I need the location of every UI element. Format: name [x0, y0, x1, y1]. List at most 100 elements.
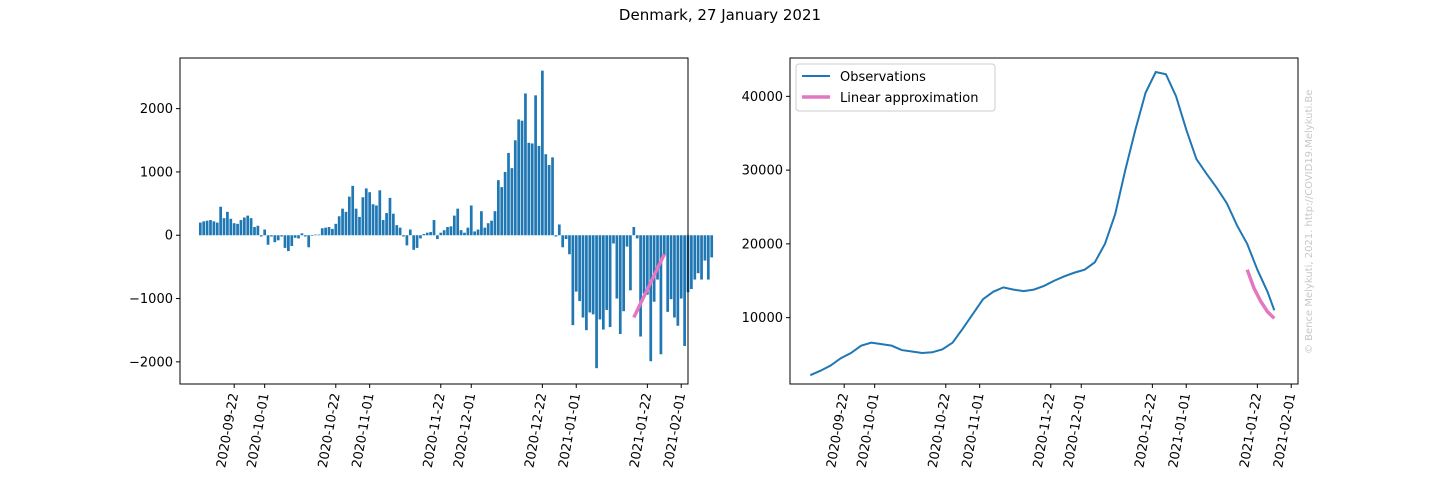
- daily-bar: [202, 221, 206, 236]
- daily-bar: [222, 218, 226, 236]
- daily-bar: [320, 228, 324, 236]
- daily-bar: [429, 232, 432, 236]
- bar-approximation-line: [632, 253, 666, 319]
- daily-bar: [256, 225, 260, 236]
- daily-bar: [483, 227, 487, 236]
- daily-bar: [236, 223, 239, 236]
- daily-bar: [290, 235, 294, 247]
- daily-bar: [324, 227, 327, 236]
- daily-bar: [307, 235, 311, 248]
- daily-bar: [581, 235, 585, 318]
- daily-bar: [402, 235, 405, 237]
- daily-bar: [314, 234, 317, 236]
- daily-bar: [632, 227, 636, 236]
- daily-bar: [432, 220, 436, 236]
- left-ytick-label: 0: [165, 229, 173, 244]
- left-xtick-label: 2021-01-01: [556, 392, 584, 469]
- daily-bar: [249, 218, 253, 236]
- daily-bar: [351, 185, 355, 236]
- daily-bar: [381, 220, 385, 236]
- daily-bar: [612, 235, 615, 244]
- daily-bar: [392, 213, 395, 236]
- daily-bar: [618, 235, 622, 334]
- right-xtick-label: 2020-12-01: [1061, 392, 1089, 469]
- daily-bar: [463, 232, 466, 236]
- daily-bar: [385, 213, 388, 236]
- daily-bar: [635, 235, 639, 239]
- daily-bar: [280, 235, 283, 237]
- right-ytick-label: 30000: [742, 164, 783, 179]
- daily-bar: [395, 225, 399, 236]
- legend: Observations Linear approximation: [795, 63, 996, 112]
- daily-bar: [574, 235, 578, 292]
- left-xtick-label: 2020-12-22: [522, 392, 550, 469]
- figure-title: Denmark, 27 January 2021: [618, 6, 822, 24]
- right-xtick-label: 2020-11-01: [960, 392, 988, 469]
- daily-bar: [388, 197, 392, 236]
- daily-bar: [358, 216, 361, 236]
- daily-bar: [215, 222, 219, 236]
- daily-bar: [239, 220, 243, 236]
- daily-bar: [696, 235, 700, 274]
- daily-bar: [496, 180, 500, 236]
- daily-bar: [503, 171, 507, 236]
- daily-bar: [669, 235, 673, 300]
- daily-bar: [598, 235, 602, 320]
- right-xtick-label: 2020-12-22: [1132, 392, 1160, 469]
- daily-bar: [571, 235, 575, 326]
- right-xtick-label: 2020-10-01: [855, 392, 883, 469]
- daily-bar: [527, 142, 531, 236]
- daily-bar: [557, 224, 561, 236]
- daily-bar: [198, 222, 202, 236]
- daily-bar: [412, 235, 416, 250]
- daily-bar: [595, 235, 598, 369]
- daily-bar: [253, 227, 256, 236]
- daily-bar: [486, 223, 490, 236]
- legend-label-approximation: Linear approximation: [840, 91, 978, 106]
- left-axes-frame: [179, 57, 689, 385]
- daily-bar: [568, 235, 571, 255]
- right-ytick-label: 10000: [742, 311, 783, 326]
- daily-bar: [436, 235, 439, 240]
- daily-bar: [608, 235, 612, 328]
- daily-bar: [706, 235, 710, 280]
- left-xtick-label: 2021-02-01: [661, 392, 689, 469]
- daily-bar: [419, 235, 422, 239]
- daily-bar: [425, 232, 429, 236]
- daily-bar: [361, 197, 365, 236]
- daily-bar: [534, 95, 537, 236]
- daily-bar: [375, 205, 378, 236]
- daily-bar: [480, 211, 483, 236]
- left-xtick-label: 2020-12-01: [451, 392, 479, 469]
- daily-bar: [310, 235, 314, 236]
- daily-bar: [368, 192, 372, 236]
- left-xtick-label: 2020-10-01: [245, 392, 273, 469]
- right-ytick-label: 20000: [742, 237, 783, 252]
- daily-bar: [561, 235, 565, 248]
- daily-bar: [334, 223, 338, 236]
- daily-bar: [541, 70, 544, 236]
- daily-bar: [263, 229, 267, 236]
- daily-bar: [266, 235, 270, 245]
- left-ytick-label: 1000: [140, 165, 173, 180]
- right-xtick-label: 2020-11-22: [1031, 392, 1059, 469]
- daily-bar: [656, 235, 659, 280]
- daily-bar: [364, 188, 368, 236]
- daily-bar: [625, 235, 629, 247]
- daily-bar: [551, 157, 554, 236]
- daily-bar: [700, 235, 703, 280]
- daily-bar: [629, 235, 632, 291]
- right-xtick-label: 2020-10-22: [926, 392, 954, 469]
- daily-bar: [378, 190, 382, 236]
- daily-bar: [415, 235, 419, 248]
- daily-bar: [554, 235, 558, 237]
- daily-bar: [476, 229, 480, 236]
- credit-text: © Bence Melykuti, 2021. http://COVID19.M…: [1304, 90, 1315, 354]
- legend-box: [795, 63, 996, 112]
- daily-bar: [446, 227, 449, 236]
- daily-bar: [283, 235, 287, 248]
- left-xtick-label: 2021-01-22: [627, 392, 655, 469]
- daily-bar: [354, 208, 358, 236]
- daily-bar: [341, 208, 344, 236]
